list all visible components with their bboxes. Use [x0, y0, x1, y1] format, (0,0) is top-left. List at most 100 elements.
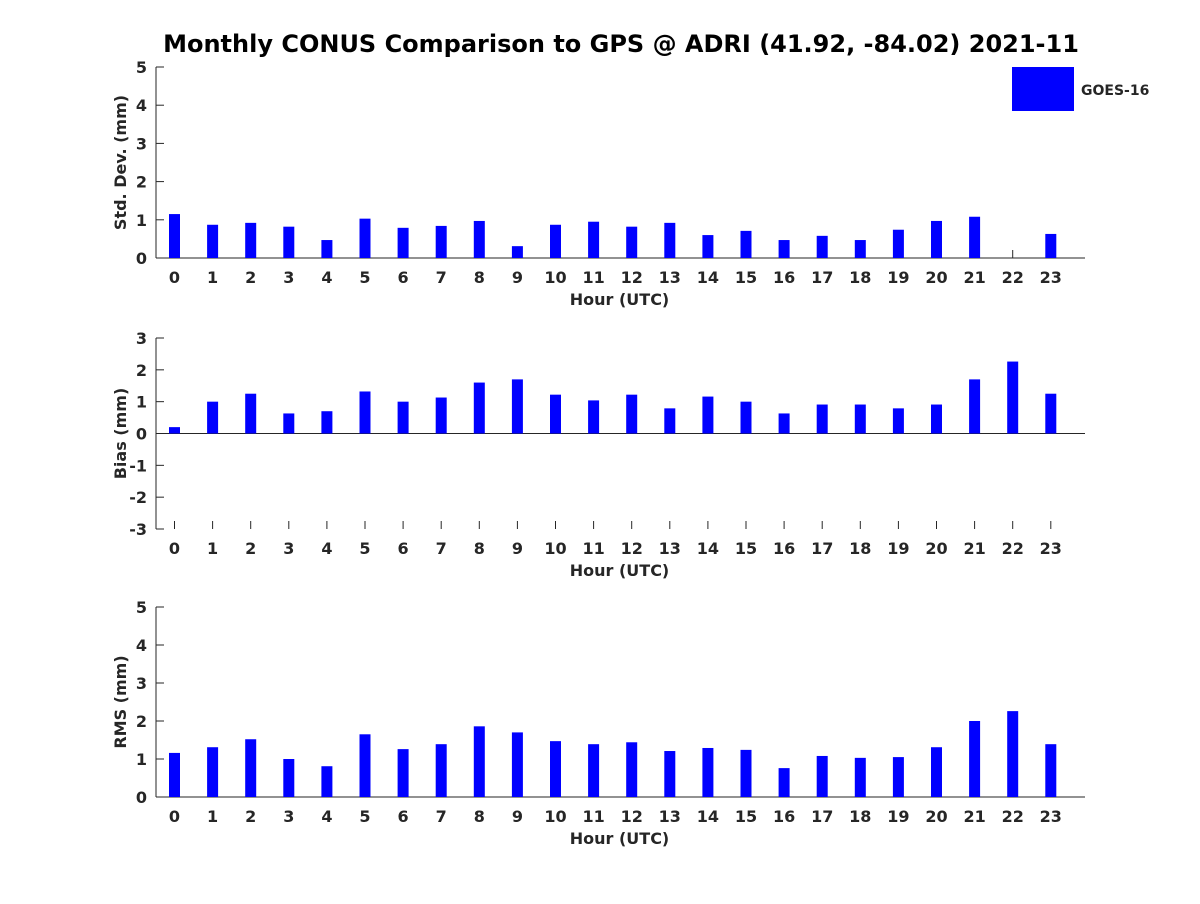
x-axis-label: Hour (UTC)	[570, 561, 670, 580]
x-tick-label: 23	[1040, 807, 1062, 826]
bar	[511, 379, 523, 434]
bar	[283, 226, 295, 258]
legend-swatch	[1012, 67, 1074, 111]
x-tick-label: 16	[773, 268, 795, 287]
bar	[969, 379, 981, 434]
y-tick-label: 4	[136, 96, 147, 115]
bar	[892, 408, 904, 434]
bar	[588, 400, 600, 434]
bar	[702, 747, 714, 797]
legend-label: GOES-16	[1081, 83, 1149, 99]
bar	[892, 229, 904, 258]
x-tick-label: 7	[436, 539, 447, 558]
x-tick-label: 19	[887, 539, 909, 558]
x-tick-label: 12	[621, 807, 643, 826]
x-axis-label: Hour (UTC)	[570, 290, 670, 309]
bar	[854, 404, 866, 434]
y-tick-label: 1	[136, 750, 147, 769]
x-tick-label: 9	[512, 539, 523, 558]
bar	[664, 222, 676, 258]
bar	[588, 744, 600, 797]
bar	[550, 394, 561, 434]
bar	[169, 752, 180, 797]
bar	[931, 220, 942, 258]
x-tick-label: 7	[436, 807, 447, 826]
x-tick-label: 18	[849, 539, 871, 558]
x-tick-label: 5	[359, 539, 370, 558]
x-tick-label: 16	[773, 539, 795, 558]
bar	[664, 751, 676, 797]
bar	[435, 225, 447, 258]
bar	[321, 411, 333, 434]
bar	[207, 401, 219, 434]
x-tick-label: 14	[697, 268, 719, 287]
bar	[626, 394, 638, 434]
x-tick-label: 0	[169, 268, 180, 287]
bar	[702, 396, 714, 434]
y-tick-label: 2	[136, 712, 147, 731]
x-tick-label: 19	[887, 807, 909, 826]
x-tick-label: 8	[474, 539, 485, 558]
bar	[550, 224, 561, 258]
bar	[169, 427, 180, 434]
chart-title: Monthly CONUS Comparison to GPS @ ADRI (…	[163, 30, 1079, 58]
x-tick-label: 22	[1002, 268, 1024, 287]
bar	[778, 413, 790, 434]
bar	[778, 240, 790, 258]
bar	[511, 732, 523, 797]
y-tick-label: 5	[136, 58, 147, 77]
x-tick-label: 6	[398, 539, 409, 558]
bar	[626, 742, 638, 797]
bar	[359, 734, 371, 797]
x-tick-label: 16	[773, 807, 795, 826]
bar	[283, 413, 295, 434]
bar	[473, 382, 485, 434]
bar	[816, 755, 828, 797]
x-tick-label: 4	[321, 539, 332, 558]
y-tick-label: 4	[136, 636, 147, 655]
x-tick-label: 15	[735, 268, 757, 287]
x-tick-label: 11	[582, 807, 604, 826]
x-tick-label: 2	[245, 539, 256, 558]
x-tick-label: 23	[1040, 268, 1062, 287]
y-tick-label: 3	[136, 134, 147, 153]
y-tick-label: -3	[129, 520, 147, 539]
x-tick-label: 4	[321, 268, 332, 287]
bar	[397, 227, 409, 258]
x-tick-label: 5	[359, 807, 370, 826]
x-tick-label: 18	[849, 807, 871, 826]
x-tick-label: 21	[963, 807, 985, 826]
bar	[969, 721, 981, 797]
x-tick-label: 13	[659, 539, 681, 558]
bar	[740, 401, 752, 434]
x-tick-label: 22	[1002, 807, 1024, 826]
x-tick-label: 15	[735, 807, 757, 826]
x-tick-label: 5	[359, 268, 370, 287]
y-tick-label: 3	[136, 329, 147, 348]
x-tick-label: 1	[207, 539, 218, 558]
x-tick-label: 17	[811, 807, 833, 826]
x-tick-label: 20	[925, 539, 947, 558]
x-tick-label: 1	[207, 807, 218, 826]
x-tick-label: 3	[283, 268, 294, 287]
bar	[169, 214, 180, 258]
bar	[283, 759, 295, 797]
y-tick-label: 0	[136, 788, 147, 807]
y-axis-label: Bias (mm)	[111, 388, 130, 480]
bar	[664, 408, 676, 434]
bar	[550, 741, 561, 797]
bar	[702, 235, 714, 258]
x-tick-label: 0	[169, 807, 180, 826]
bar	[245, 739, 257, 797]
bar	[435, 397, 447, 434]
bar	[854, 757, 866, 797]
bar	[473, 220, 485, 258]
x-tick-label: 22	[1002, 539, 1024, 558]
x-tick-label: 2	[245, 807, 256, 826]
x-tick-label: 21	[963, 539, 985, 558]
bar	[1007, 361, 1019, 434]
bar	[740, 230, 752, 258]
x-tick-label: 20	[925, 807, 947, 826]
x-tick-label: 17	[811, 539, 833, 558]
